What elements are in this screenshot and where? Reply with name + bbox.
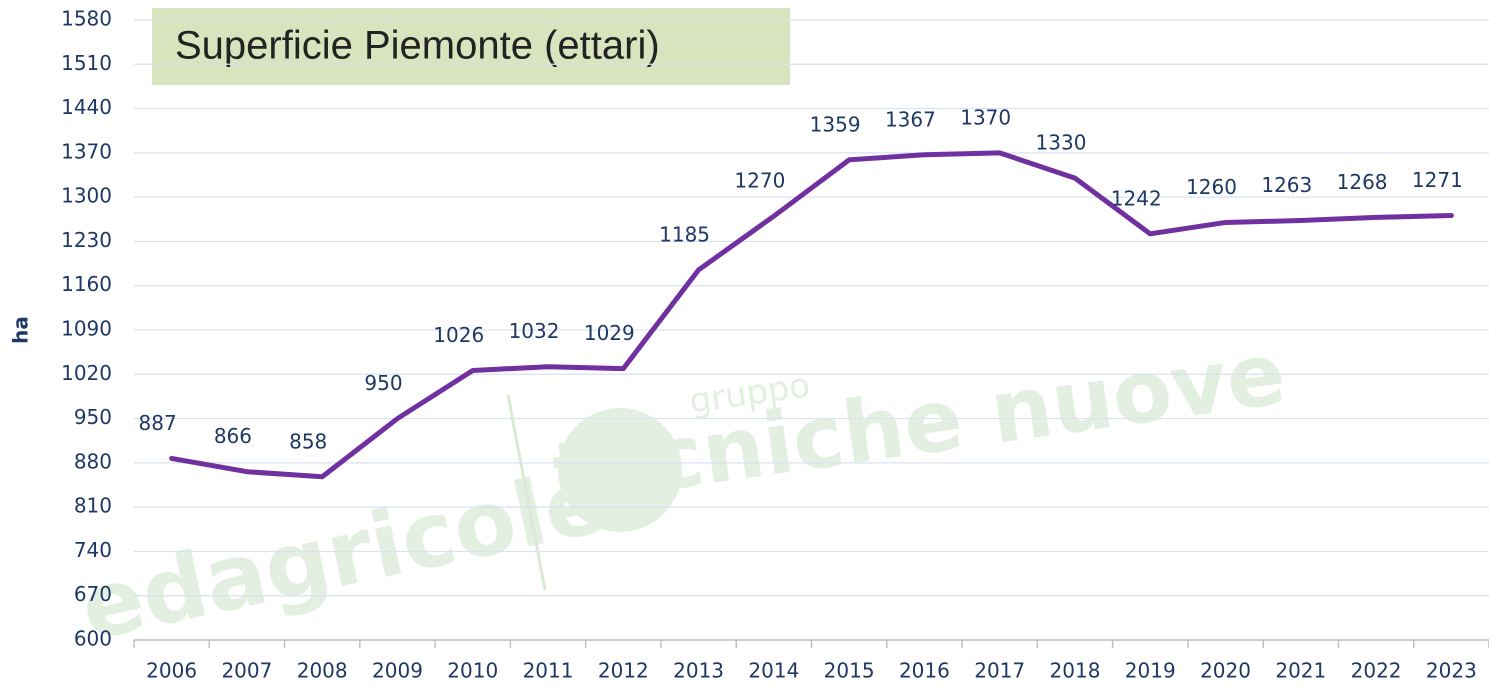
y-tick-label: 1090 (61, 317, 112, 341)
data-label: 858 (289, 429, 327, 453)
y-tick-label: 1440 (61, 95, 112, 119)
data-label: 1330 (1036, 131, 1087, 155)
y-tick-label: 950 (74, 405, 112, 429)
y-tick-label: 1580 (61, 7, 112, 31)
data-label: 887 (139, 411, 177, 435)
data-label: 1263 (1261, 173, 1312, 197)
watermark: edagricole (72, 448, 615, 662)
data-label: 1359 (810, 112, 861, 136)
data-label: 1260 (1186, 175, 1237, 199)
data-label: 1367 (885, 107, 936, 131)
y-tick-label: 740 (74, 538, 112, 562)
data-label: 1026 (433, 323, 484, 347)
y-tick-label: 880 (74, 449, 112, 473)
data-label: 1032 (509, 319, 560, 343)
x-tick-label: 2010 (447, 659, 498, 683)
data-label: 1268 (1337, 170, 1388, 194)
x-tick-label: 2013 (673, 659, 724, 683)
y-tick-label: 810 (74, 494, 112, 518)
x-tick-label: 2009 (372, 659, 423, 683)
title-box (152, 8, 790, 85)
x-tick-label: 2008 (297, 659, 348, 683)
x-tick-label: 2006 (146, 659, 197, 683)
x-tick-label: 2020 (1200, 659, 1251, 683)
data-label: 950 (364, 371, 402, 395)
watermark-logo (558, 408, 682, 532)
x-tick-label: 2011 (523, 659, 574, 683)
data-label: 1242 (1111, 186, 1162, 210)
watermark: tecniche nuove (547, 324, 1291, 526)
y-tick-label: 1510 (61, 51, 112, 75)
x-tick-label: 2019 (1125, 659, 1176, 683)
x-tick-label: 2023 (1426, 659, 1477, 683)
x-tick-label: 2012 (598, 659, 649, 683)
x-tick-label: 2016 (899, 659, 950, 683)
x-tick-label: 2007 (221, 659, 272, 683)
x-tick-label: 2018 (1050, 659, 1101, 683)
x-tick-label: 2022 (1351, 659, 1402, 683)
y-tick-label: 1300 (61, 184, 112, 208)
watermark-divider (506, 394, 547, 591)
y-tick-label: 600 (74, 627, 112, 651)
y-tick-label: 1020 (61, 361, 112, 385)
data-label: 1271 (1412, 168, 1463, 192)
x-tick-label: 2014 (748, 659, 799, 683)
y-tick-label: 1370 (61, 139, 112, 163)
y-tick-label: 670 (74, 582, 112, 606)
y-tick-label: 1160 (61, 272, 112, 296)
data-label: 1185 (659, 222, 710, 246)
y-axis-label: ha (9, 316, 33, 344)
data-label: 1370 (960, 105, 1011, 129)
line-series (169, 150, 1454, 480)
data-label: 1029 (584, 321, 635, 345)
y-tick-label: 1230 (61, 228, 112, 252)
x-tick-label: 2017 (974, 659, 1025, 683)
data-label: 1270 (734, 169, 785, 193)
chart-title: Superficie Piemonte (ettari) (175, 24, 660, 68)
x-tick-label: 2021 (1275, 659, 1326, 683)
data-label: 866 (214, 424, 252, 448)
x-tick-label: 2015 (824, 659, 875, 683)
